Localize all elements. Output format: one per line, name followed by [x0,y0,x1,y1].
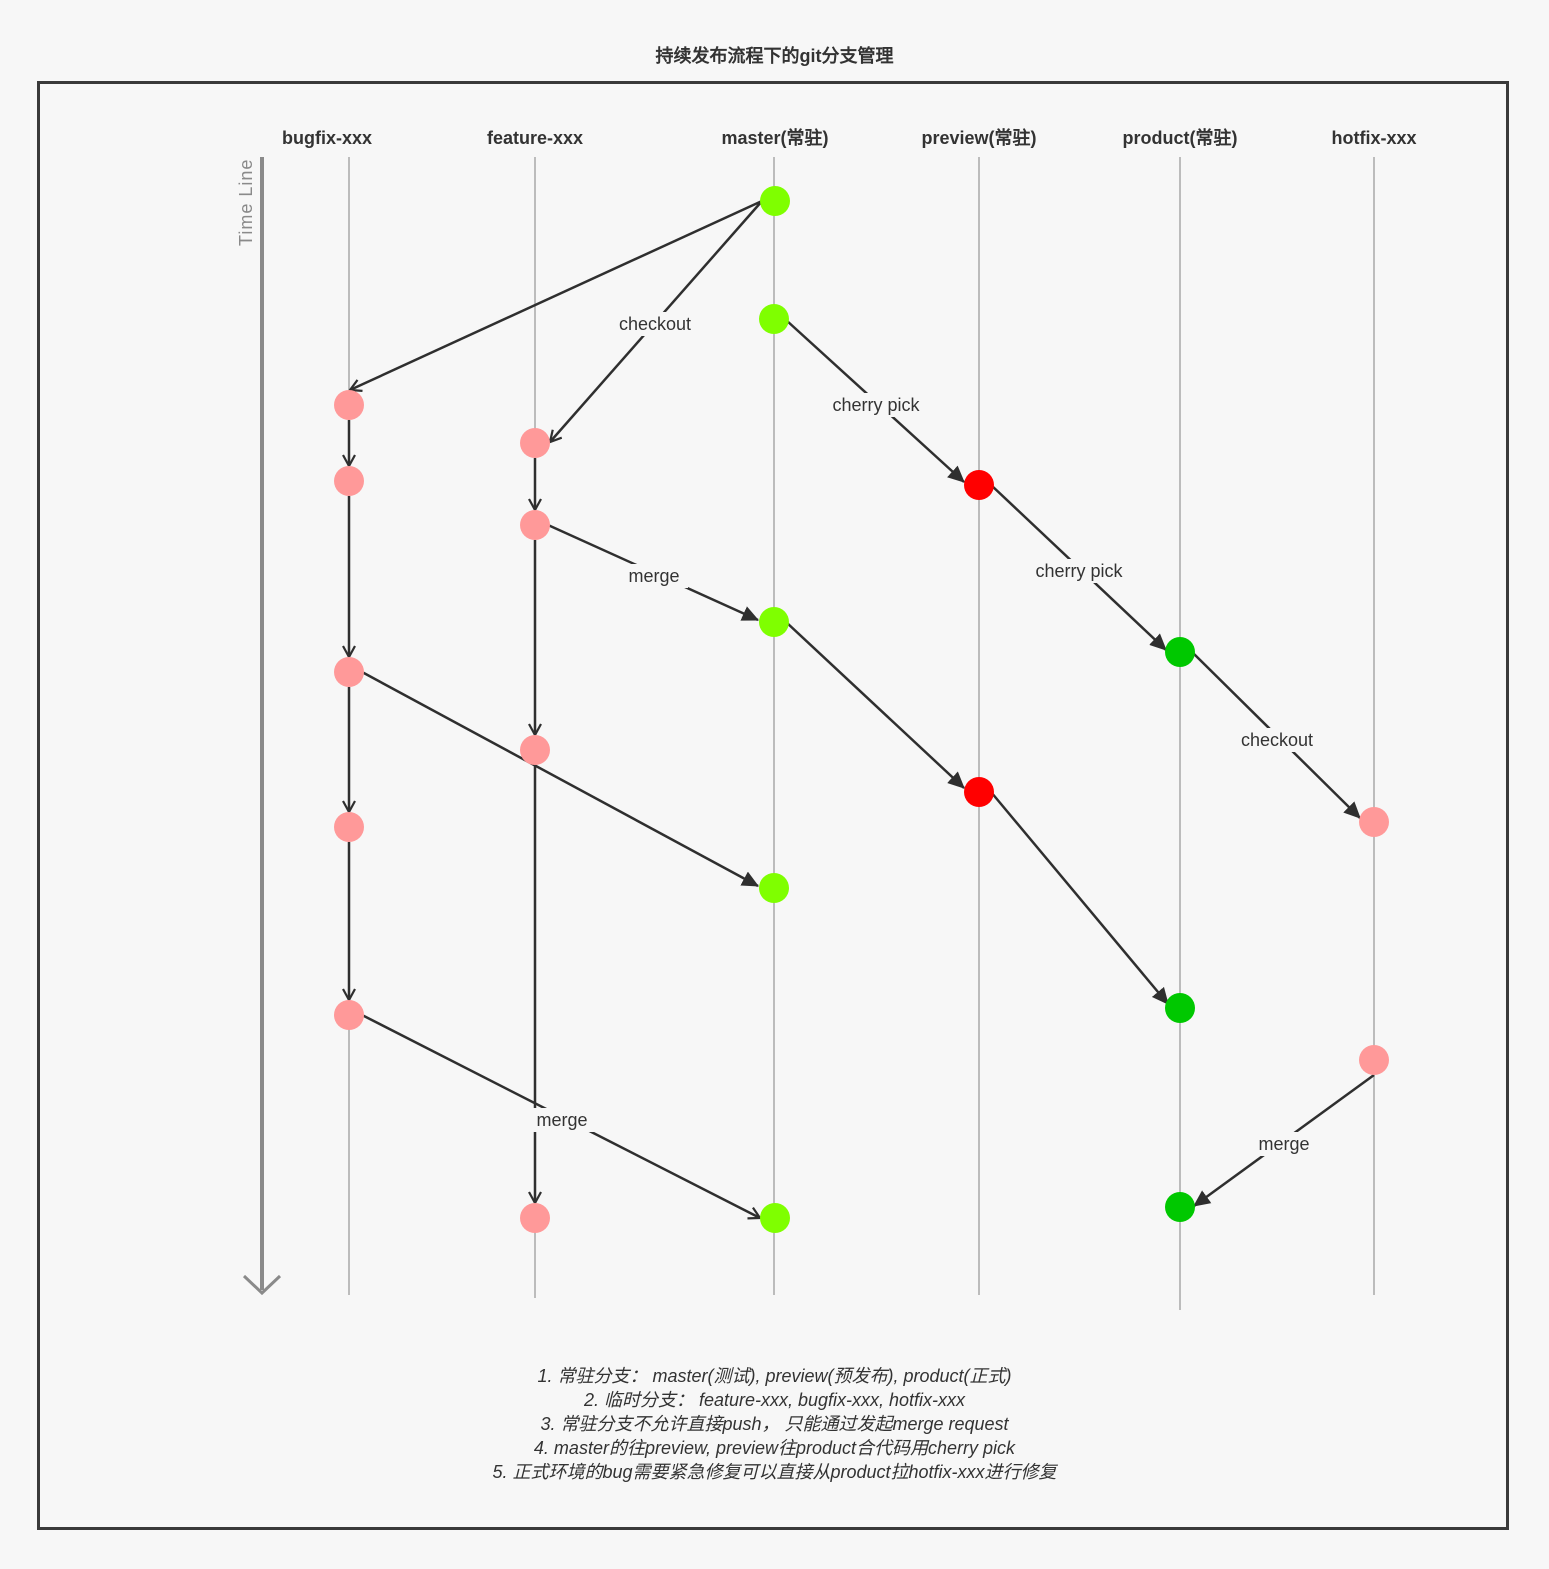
note-1: 1. 常驻分支： master(测试), preview(预发布), produ… [0,1364,1549,1388]
commit-preview-1 [964,470,994,500]
label-merge-feature: merge [628,566,679,586]
branch-label-preview: preview(常驻) [921,127,1036,148]
note-3: 3. 常驻分支不允许直接push， 只能通过发起merge request [0,1412,1549,1436]
branch-label-product: product(常驻) [1123,127,1238,148]
arrow-master-to-preview-2 [786,622,964,788]
label-merge-hotfix: merge [1258,1134,1309,1154]
commit-master-4 [759,873,789,903]
timeline-label: Time Line [236,159,256,246]
commit-master-5 [760,1203,790,1233]
commit-bugfix-1 [334,390,364,420]
commit-preview-2 [964,777,994,807]
branch-label-hotfix: hotfix-xxx [1331,128,1416,148]
branch-label-bugfix: bugfix-xxx [282,128,372,148]
label-cherry-pick-preview: cherry pick [832,395,920,415]
arrow-bugfix-to-master-1 [362,672,758,886]
commit-product-3 [1165,1192,1195,1222]
commit-bugfix-4 [334,812,364,842]
commit-feature-1 [520,428,550,458]
branch-label-feature: feature-xxx [487,128,583,148]
arrow-master-to-bugfix [350,201,762,390]
commit-feature-3 [520,735,550,765]
label-merge-bugfix: merge [536,1110,587,1130]
arrow-preview-to-product-2 [991,792,1168,1004]
commit-product-2 [1165,993,1195,1023]
commit-hotfix-2 [1359,1045,1389,1075]
branch-label-master: master(常驻) [721,127,828,148]
label-cherry-pick-product: cherry pick [1035,561,1123,581]
commit-bugfix-3 [334,657,364,687]
commit-feature-4 [520,1203,550,1233]
commit-master-3 [759,607,789,637]
note-5: 5. 正式环境的bug需要紧急修复可以直接从product拉hotfix-xxx… [0,1460,1549,1484]
label-checkout-hotfix: checkout [1241,730,1313,750]
commit-master-2 [759,304,789,334]
commit-bugfix-2 [334,466,364,496]
notes-block: 1. 常驻分支： master(测试), preview(预发布), produ… [0,1364,1549,1484]
commit-feature-2 [520,510,550,540]
commit-hotfix-1 [1359,807,1389,837]
note-4: 4. master的往preview, preview往product合代码用c… [0,1436,1549,1460]
note-2: 2. 临时分支： feature-xxx, bugfix-xxx, hotfix… [0,1388,1549,1412]
commit-master-1 [760,186,790,216]
commit-bugfix-5 [334,1000,364,1030]
commit-product-1 [1165,637,1195,667]
label-checkout-feature: checkout [619,314,691,334]
